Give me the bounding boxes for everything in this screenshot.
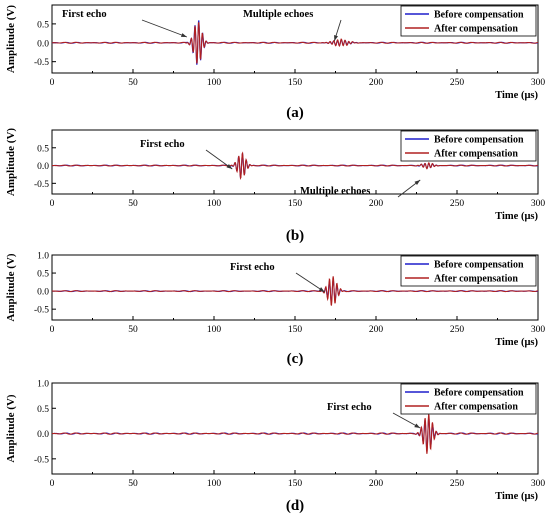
legend-label-before: Before compensation <box>434 260 524 271</box>
x-tick-label: 100 <box>207 325 222 335</box>
chart-panel-1: 0 50 100 150 200 250 300 -0.5 0.0 0.5 Amplitude (V… <box>5 4 546 121</box>
y-tick-label: 0.5 <box>37 20 49 30</box>
y-axis-label: Amplitude (V) <box>5 394 17 462</box>
x-tick-label: 100 <box>207 479 222 489</box>
y-tick-label: -0.5 <box>34 58 49 68</box>
annotation-arrowhead <box>226 164 233 169</box>
x-tick-label: 150 <box>288 78 303 88</box>
annotation-arrowhead <box>318 287 325 292</box>
y-tick-label: 0.0 <box>37 162 49 172</box>
panel-label: (d) <box>286 498 304 514</box>
y-tick-label: 0.5 <box>37 405 49 415</box>
legend-box <box>400 255 537 287</box>
x-tick-label: 0 <box>50 479 55 489</box>
x-tick-label: 100 <box>207 199 222 209</box>
x-tick-label: 250 <box>450 325 465 335</box>
y-tick-label: -0.5 <box>34 455 49 465</box>
legend-label-before: Before compensation <box>434 388 524 399</box>
x-tick-label: 50 <box>128 199 138 209</box>
legend-box <box>400 130 537 162</box>
x-tick-label: 250 <box>450 78 465 88</box>
x-tick-label: 300 <box>531 325 546 335</box>
x-axis-label: Time (μs) <box>495 491 538 502</box>
y-tick-label: 0.0 <box>37 288 49 298</box>
y-tick-label: 0.0 <box>37 39 49 49</box>
y-tick-label: 0.0 <box>37 430 49 440</box>
y-axis-label: Amplitude (V) <box>5 253 17 321</box>
legend-label-after: After compensation <box>434 24 518 35</box>
x-tick-label: 200 <box>369 479 384 489</box>
x-tick-label: 250 <box>450 479 465 489</box>
annotation-arrow <box>295 272 325 293</box>
series-line-after <box>51 151 539 180</box>
legend-label-after: After compensation <box>434 149 518 160</box>
panel-label: (a) <box>286 105 304 121</box>
series-line-after <box>51 414 539 454</box>
annotation-arrowhead <box>414 423 421 428</box>
legend-box <box>400 383 537 415</box>
series-line-after <box>51 276 539 306</box>
x-tick-label: 50 <box>128 479 138 489</box>
legend-box <box>400 5 537 37</box>
x-tick-label: 150 <box>288 325 303 335</box>
annotation-label: Multiple echoes <box>300 186 370 197</box>
x-tick-label: 250 <box>450 199 465 209</box>
y-tick-label: 0.5 <box>37 270 49 280</box>
annotation-label: First echo <box>62 9 107 20</box>
panel-label: (b) <box>286 228 304 244</box>
annotation-label: First echo <box>327 402 372 413</box>
y-axis-label: Amplitude (V) <box>5 128 17 196</box>
x-tick-label: 0 <box>50 199 55 209</box>
x-tick-label: 50 <box>128 78 138 88</box>
annotation-arrow <box>141 19 188 38</box>
y-tick-label: 0.5 <box>37 144 49 154</box>
x-tick-label: 100 <box>207 78 222 88</box>
x-tick-label: 200 <box>369 78 384 88</box>
x-tick-label: 200 <box>369 199 384 209</box>
x-tick-label: 300 <box>531 78 546 88</box>
annotation-arrowhead <box>414 180 421 186</box>
y-tick-label: -0.5 <box>34 306 49 316</box>
x-tick-label: 300 <box>531 479 546 489</box>
legend-label-before: Before compensation <box>434 10 524 21</box>
x-tick-label: 50 <box>128 325 138 335</box>
annotation-arrowhead <box>334 35 339 41</box>
x-tick-label: 300 <box>531 199 546 209</box>
annotation-arrowhead <box>180 33 187 37</box>
x-tick-label: 150 <box>288 479 303 489</box>
x-tick-label: 0 <box>50 325 55 335</box>
x-tick-label: 150 <box>288 199 303 209</box>
annotation-label: Multiple echoes <box>243 9 313 20</box>
y-tick-label: -0.5 <box>34 180 49 190</box>
y-tick-label: 1.0 <box>37 252 49 262</box>
legend-label-after: After compensation <box>434 402 518 413</box>
x-axis-label: Time (μs) <box>495 211 538 222</box>
x-axis-label: Time (μs) <box>495 90 538 101</box>
y-tick-label: 1.0 <box>37 380 49 390</box>
legend-label-before: Before compensation <box>434 135 524 146</box>
chart-panel-2: 0 50 100 150 200 250 300 -0.5 0.0 0.5 Amplitude (V… <box>5 128 545 244</box>
panel-label: (c) <box>287 351 304 367</box>
series-line-after <box>51 22 539 64</box>
x-axis-label: Time (μs) <box>495 337 538 348</box>
annotation-label: First echo <box>140 139 185 150</box>
legend-label-after: After compensation <box>434 274 518 285</box>
x-tick-label: 0 <box>50 78 55 88</box>
y-axis-label: Amplitude (V) <box>5 5 17 73</box>
annotation-label: First echo <box>230 262 275 273</box>
chart-panel-3: 0 50 100 150 200 250 300 -0.5 0.0 0.5 1.0 Amplitude… <box>5 252 545 368</box>
chart-panel-4: 0 50 100 150 200 250 300 -0.5 0.0 0.5 1.0 Amplitude… <box>5 380 545 515</box>
x-tick-label: 200 <box>369 325 384 335</box>
